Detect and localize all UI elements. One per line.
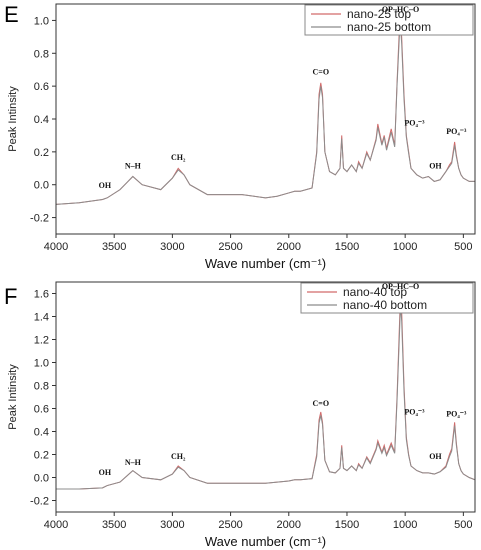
chart-panel-f: F 4000 3500 3000 2500 2000 1500 1000 500 -0.2 0.0 0… [4, 281, 476, 549]
peak-annotation: OH [99, 468, 112, 477]
peak-annotation: OP–HC–O [382, 5, 419, 14]
x-tick-label: 2000 [277, 519, 301, 531]
peak-annotation: PO₄⁻³ [404, 119, 425, 128]
peak-annotation: CH₂ [171, 452, 186, 461]
y-tick-label: -0.2 [30, 213, 49, 225]
legend-entry: nano-25 top [347, 7, 411, 21]
y-tick-label: 0.4 [34, 114, 49, 126]
y-tick-label: 1.0 [34, 358, 49, 370]
y-tick-label: -0.2 [30, 496, 49, 508]
x-tick-label: 2500 [218, 241, 242, 253]
y-tick-label: 0.6 [34, 81, 49, 93]
y-tick-label: 0.2 [34, 450, 49, 462]
x-tick-label: 3500 [102, 519, 126, 531]
peak-annotation: PO₄⁻³ [404, 407, 425, 416]
y-tick-label: 0.0 [34, 473, 49, 485]
x-tick-label: 4000 [44, 241, 68, 253]
peak-annotation: OH [99, 181, 112, 190]
y-tick-label: 0.8 [34, 48, 49, 60]
y-axis-label: Peak Intinsity [7, 86, 19, 152]
x-tick-label: 2500 [218, 519, 242, 531]
y-tick-label: 0.0 [34, 180, 49, 192]
y-tick-label: 1.2 [34, 335, 49, 347]
x-tick-label: 1500 [335, 241, 359, 253]
peak-annotation: OH [429, 161, 442, 170]
series-line-nano-40-top [56, 293, 475, 490]
x-tick-label: 4000 [44, 519, 68, 531]
series-line-nano-25-bottom [56, 26, 475, 205]
x-tick-label: 1000 [393, 241, 417, 253]
y-tick-label: 1.0 [34, 15, 49, 27]
legend-entry: nano-40 top [343, 285, 407, 299]
chart-panel-e: E 4000 3500 3000 2500 2000 1500 1000 500 -0.2 0.0 0… [4, 2, 476, 271]
x-tick-label: 1000 [393, 519, 417, 531]
legend-entry: nano-40 bottom [343, 298, 427, 312]
peak-annotation: OP–HC–O [382, 282, 419, 291]
peak-annotation: OH [429, 452, 442, 461]
legend-entry: nano-25 bottom [347, 20, 431, 34]
y-tick-label: 0.8 [34, 381, 49, 393]
plot-frame [55, 281, 476, 513]
peak-annotation: C=O [313, 399, 330, 408]
x-tick-label: 500 [454, 241, 472, 253]
y-tick-label: 0.4 [34, 427, 49, 439]
y-tick-label: 0.6 [34, 404, 49, 416]
peak-annotation: PO₄⁻³ [446, 127, 467, 136]
y-tick-label: 0.2 [34, 147, 49, 159]
series-line-nano-25-top [56, 20, 475, 205]
x-axis-label: Wave number (cm⁻¹) [205, 256, 326, 271]
x-tick-label: 3500 [102, 241, 126, 253]
x-axis-label: Wave number (cm⁻¹) [205, 534, 326, 549]
y-tick-label: 1.4 [34, 312, 49, 324]
peak-annotation: C=O [313, 68, 330, 77]
legend-box [304, 4, 474, 36]
panel-letter: F [4, 284, 17, 309]
series-line-nano-40-bottom [56, 304, 475, 490]
x-tick-label: 2000 [277, 241, 301, 253]
x-tick-label: 500 [454, 519, 472, 531]
peak-annotation: N–H [125, 458, 142, 467]
x-tick-label: 1500 [335, 519, 359, 531]
x-tick-label: 3000 [160, 241, 184, 253]
peak-annotation: PO₄⁻³ [446, 410, 467, 419]
legend-box [300, 282, 474, 314]
peak-annotation: CH₂ [171, 153, 186, 162]
peak-annotation: N–H [125, 161, 142, 170]
y-tick-label: 1.6 [34, 289, 49, 301]
y-axis-label: Peak Intinsity [7, 364, 19, 430]
x-tick-label: 3000 [160, 519, 184, 531]
panel-letter: E [4, 2, 19, 27]
